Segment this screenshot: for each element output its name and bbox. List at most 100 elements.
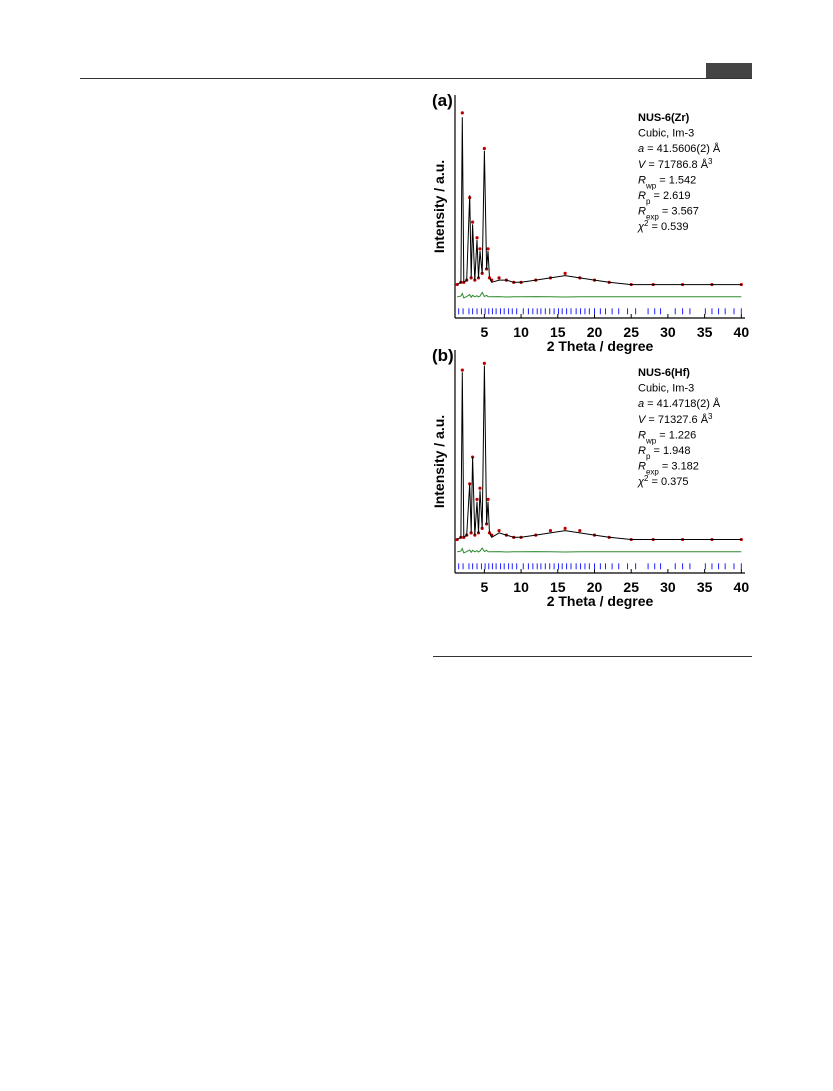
observed-point bbox=[471, 220, 475, 224]
x-tick-label: 40 bbox=[734, 324, 750, 340]
x-tick-label: 5 bbox=[480, 579, 488, 595]
annotation: a = 41.4718(2) Å bbox=[638, 397, 721, 410]
annotation: Cubic, Im-3 bbox=[638, 383, 694, 395]
annotation: a = 41.5606(2) Å bbox=[638, 142, 721, 155]
annotation-part: 3 bbox=[708, 156, 713, 165]
annotation-part: = 0.539 bbox=[648, 221, 688, 233]
observed-point bbox=[460, 111, 464, 115]
annotation: Rexp = 3.182 bbox=[638, 461, 699, 477]
observed-point bbox=[482, 361, 486, 365]
annotation-part: exp bbox=[646, 467, 659, 476]
annotation-part: = 71327.6 Å bbox=[645, 413, 708, 426]
observed-point bbox=[563, 526, 567, 531]
x-axis-label: 2 Theta / degree bbox=[547, 338, 654, 354]
observed-point bbox=[548, 529, 553, 533]
annotation-part: R bbox=[638, 206, 646, 218]
annotation: Rp = 1.948 bbox=[638, 445, 690, 461]
annotation: Rwp = 1.226 bbox=[638, 429, 696, 445]
x-tick-label: 35 bbox=[697, 579, 713, 595]
annotation-part: Cubic, Im-3 bbox=[638, 383, 694, 395]
annotation: NUS-6(Zr) bbox=[638, 112, 690, 124]
annotation-part: R bbox=[638, 461, 646, 473]
annotation-part: p bbox=[646, 452, 651, 461]
annotation-part: 2 bbox=[644, 474, 649, 483]
annotation: Rwp = 1.542 bbox=[638, 174, 696, 190]
annotation-part: χ bbox=[637, 221, 645, 233]
annotation-part: NUS-6(Zr) bbox=[638, 112, 690, 124]
annotation-part: Cubic, Im-3 bbox=[638, 128, 694, 140]
annotation-part: = 3.567 bbox=[659, 206, 699, 218]
x-tick-label: 5 bbox=[480, 324, 488, 340]
x-tick-label: 10 bbox=[513, 579, 529, 595]
observed-point bbox=[484, 522, 489, 526]
annotation-part: χ bbox=[637, 476, 645, 488]
annotation: Cubic, Im-3 bbox=[638, 128, 694, 140]
annotation-part: wp bbox=[645, 181, 657, 190]
annotation-part: 2 bbox=[644, 219, 649, 228]
calculated-line bbox=[456, 117, 742, 286]
observed-point bbox=[578, 529, 582, 533]
x-axis-label: 2 Theta / degree bbox=[547, 593, 654, 609]
annotation-part: = 71786.8 Å bbox=[645, 158, 708, 171]
annotation-part: = 1.226 bbox=[656, 429, 696, 441]
annotation: χ2 = 0.539 bbox=[637, 219, 689, 234]
observed-point bbox=[478, 247, 482, 251]
annotation: V = 71327.6 Å3 bbox=[638, 411, 713, 426]
annotation: Rp = 2.619 bbox=[638, 190, 690, 206]
annotation-part: V bbox=[638, 159, 647, 171]
difference-line bbox=[457, 291, 742, 299]
panel-label: (a) bbox=[432, 91, 453, 110]
annotation-part: a bbox=[638, 398, 644, 410]
x-tick-label: 20 bbox=[587, 324, 603, 340]
observed-point bbox=[486, 247, 490, 251]
annotation-part: = 1.542 bbox=[656, 174, 696, 186]
x-tick-label: 40 bbox=[734, 579, 750, 595]
x-tick-label: 20 bbox=[587, 579, 603, 595]
difference-line bbox=[457, 547, 742, 554]
x-tick-label: 10 bbox=[513, 324, 529, 340]
annotation-part: wp bbox=[645, 436, 657, 445]
annotation: V = 71786.8 Å3 bbox=[638, 156, 713, 171]
observed-point bbox=[486, 497, 490, 502]
x-tick-label: 15 bbox=[550, 324, 566, 340]
annotation-part: R bbox=[638, 429, 646, 441]
annotation-part: = 41.5606(2) Å bbox=[644, 142, 721, 155]
annotation-part: R bbox=[638, 174, 646, 186]
x-tick-label: 30 bbox=[660, 324, 676, 340]
annotation-part: V bbox=[638, 414, 647, 426]
x-tick-label: 15 bbox=[550, 579, 566, 595]
annotation-part: R bbox=[638, 190, 646, 202]
annotation-part: = 0.375 bbox=[648, 476, 688, 488]
y-axis-label: Intensity / a.u. bbox=[431, 160, 447, 253]
observed-point bbox=[475, 236, 479, 240]
annotation-part: R bbox=[638, 445, 646, 457]
observed-point bbox=[497, 529, 501, 533]
observed-point bbox=[739, 282, 743, 287]
header-tab bbox=[706, 63, 752, 78]
observed-point bbox=[563, 271, 567, 275]
observed-point bbox=[484, 267, 489, 271]
annotation-part: = 1.948 bbox=[650, 445, 690, 457]
panel-label: (b) bbox=[432, 346, 454, 365]
observed-point bbox=[478, 486, 482, 490]
observed-point bbox=[475, 497, 479, 502]
observed-point bbox=[739, 537, 743, 542]
annotation-part: exp bbox=[646, 212, 659, 221]
calculated-line bbox=[456, 365, 742, 540]
x-tick-label: 25 bbox=[623, 579, 639, 595]
annotation: NUS-6(Hf) bbox=[638, 367, 690, 379]
annotation-part: 3 bbox=[708, 411, 713, 420]
observed-point bbox=[482, 146, 486, 151]
annotation-part: = 2.619 bbox=[650, 190, 690, 202]
annotation-part: = 41.4718(2) Å bbox=[644, 397, 721, 410]
x-tick-label: 30 bbox=[660, 579, 676, 595]
x-tick-label: 25 bbox=[623, 324, 639, 340]
observed-point bbox=[460, 368, 464, 372]
observed-point bbox=[497, 276, 501, 280]
annotation: Rexp = 3.567 bbox=[638, 206, 699, 222]
x-tick-label: 35 bbox=[697, 324, 713, 340]
annotation: χ2 = 0.375 bbox=[637, 474, 689, 489]
annotation-part: NUS-6(Hf) bbox=[638, 367, 690, 379]
annotation-part: = 3.182 bbox=[659, 461, 699, 473]
